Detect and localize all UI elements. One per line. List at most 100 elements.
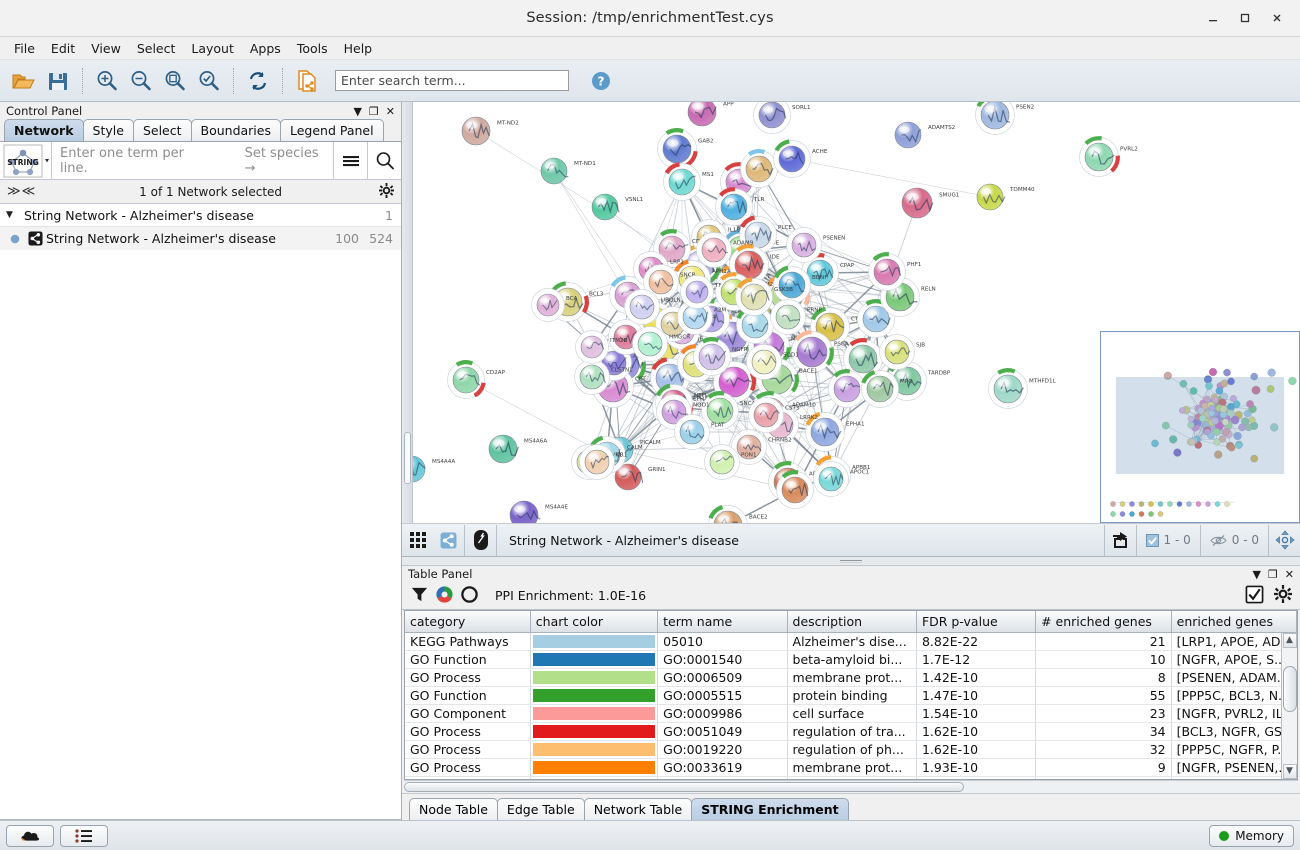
zoom-selected-icon[interactable] — [193, 65, 225, 97]
tab-select[interactable]: Select — [132, 119, 192, 141]
scrollbar-thumb[interactable] — [1282, 665, 1297, 712]
graph-node[interactable]: APP — [687, 102, 734, 127]
overview-viewport-rect[interactable] — [1116, 377, 1284, 474]
graph-node[interactable]: PSCA — [791, 330, 849, 373]
graph-nodes[interactable]: MT-ND2 MT-ND1 VSNL1 CD2AP MS4A4A MS4A6A MS4A4E… — [402, 102, 1138, 524]
node-selection-count[interactable]: 1 - 0 — [1137, 533, 1200, 547]
graph-node[interactable]: CD2AP — [447, 360, 506, 399]
table-row[interactable]: KEGG Pathways 05010 Alzheimer's dise... 8.8… — [405, 632, 1297, 651]
search-input[interactable]: Enter search term... — [335, 70, 569, 91]
graph-node[interactable]: NOS3 — [776, 470, 832, 509]
col-enriched-genes[interactable]: enriched genes — [1171, 610, 1297, 633]
network-tree-item[interactable]: String Network - Alzheimer's disease 100… — [0, 227, 401, 250]
menu-view[interactable]: View — [91, 40, 121, 56]
graph-node[interactable]: CDK5 — [843, 338, 900, 379]
graph-node[interactable]: BDNF — [773, 265, 828, 304]
graph-node[interactable]: BACE2 — [708, 505, 768, 525]
memory-status[interactable]: Memory — [1209, 824, 1294, 847]
graph-node[interactable]: ITM2B — [575, 330, 628, 364]
tab-node-table[interactable]: Node Table — [409, 797, 498, 820]
minimize-button[interactable] — [1198, 5, 1228, 31]
string-term-input[interactable]: Enter one term per line. Set species → — [52, 142, 333, 179]
task-list-icon[interactable] — [60, 824, 108, 847]
tab-style[interactable]: Style — [82, 119, 134, 141]
scrollbar-thumb[interactable] — [404, 781, 964, 792]
graph-node[interactable]: TF — [680, 275, 722, 309]
table-row[interactable]: GO Component GO:0009986 cell surface 1.54E-… — [405, 704, 1297, 723]
string-logo-icon[interactable]: STRING — [0, 142, 52, 179]
graph-node[interactable]: EPHA1 — [805, 411, 865, 452]
control-panel-menu-icon[interactable]: ▼ — [353, 104, 362, 118]
tab-network[interactable]: Network — [4, 119, 84, 141]
share-network-icon[interactable] — [433, 525, 464, 556]
control-panel-close-icon[interactable]: ✕ — [385, 104, 395, 118]
graph-node[interactable]: SNCA — [701, 391, 756, 430]
donut-chart-icon[interactable] — [460, 585, 479, 607]
tab-network-table[interactable]: Network Table — [583, 797, 693, 820]
table-row[interactable]: GO Process GO:0019220 regulation of ph... 1… — [405, 740, 1297, 759]
table-vertical-scrollbar[interactable]: ▲ ▼ — [1281, 632, 1297, 779]
graph-node[interactable]: TLR — [715, 187, 765, 226]
graph-node[interactable]: GAB2 — [657, 128, 714, 169]
zoom-fit-icon[interactable] — [159, 65, 191, 97]
graph-node[interactable]: PSENEN — [786, 227, 846, 263]
graph-node[interactable]: CPAP — [801, 253, 855, 292]
graph-node[interactable]: CR1 — [579, 444, 628, 480]
color-wheel-icon[interactable] — [435, 585, 454, 607]
graph-node[interactable]: PON1 — [704, 444, 757, 480]
enrichment-table-wrapper[interactable]: category chart color term name descripti… — [404, 609, 1298, 780]
open-folder-icon[interactable] — [8, 65, 40, 97]
graph-node[interactable]: PSEN2 — [975, 102, 1035, 135]
col-enriched-count[interactable]: # enriched genes — [1035, 610, 1172, 633]
menu-help[interactable]: Help — [343, 40, 373, 56]
maximize-button[interactable] — [1230, 5, 1260, 31]
table-row[interactable]: GO Function GO:0005515 protein binding 1.47… — [405, 686, 1297, 705]
filter-funnel-icon[interactable] — [410, 585, 429, 607]
graph-node[interactable]: HMGCR — [632, 326, 691, 362]
menu-select[interactable]: Select — [136, 40, 176, 56]
canvas-vertical-scrollbar[interactable] — [402, 102, 413, 523]
chevron-down-icon[interactable]: ▼ — [6, 210, 13, 220]
table-horizontal-scrollbar[interactable] — [404, 779, 1298, 793]
menu-layout[interactable]: Layout — [191, 40, 234, 56]
save-icon[interactable] — [42, 65, 74, 97]
edge-selection-count[interactable]: 0 - 0 — [1201, 533, 1268, 547]
help-icon[interactable]: ? — [585, 65, 617, 97]
table-panel-menu-icon[interactable]: ▼ — [1252, 567, 1261, 581]
graph-node[interactable]: BCA — [531, 288, 578, 322]
graph-node[interactable]: CST3 — [748, 397, 800, 433]
network-canvas[interactable]: MT-ND2 MT-ND1 VSNL1 CD2AP MS4A4A MS4A6A MS4A4E… — [402, 102, 1300, 524]
gear-icon[interactable] — [1274, 585, 1292, 606]
graph-node[interactable]: SMUG1 — [901, 187, 960, 219]
graph-node[interactable]: UBQLN1 — [624, 289, 685, 325]
graph-node[interactable]: SOD1 — [746, 344, 800, 380]
annotation-icon[interactable] — [465, 525, 496, 556]
tab-legend-panel[interactable]: Legend Panel — [279, 119, 384, 141]
graph-node[interactable]: MTHFD1L — [988, 368, 1057, 409]
table-row[interactable]: GO Function GO:0001540 beta-amyloid bi... 1… — [405, 650, 1297, 669]
panel-splitter[interactable] — [402, 557, 1300, 566]
graph-node[interactable]: MS4A4E — [509, 500, 568, 524]
expand-all-icon[interactable]: ≪ — [21, 184, 36, 199]
col-category[interactable]: category — [405, 610, 531, 633]
graph-node[interactable]: ADAMTS2 — [894, 121, 955, 149]
graph-node[interactable]: CLSTN1 — [574, 359, 634, 395]
export-image-icon[interactable] — [1105, 525, 1136, 556]
refresh-icon[interactable] — [242, 65, 274, 97]
menu-apps[interactable]: Apps — [249, 40, 281, 56]
graph-node[interactable]: SJB — [879, 334, 926, 370]
table-panel-float-icon[interactable]: ❐ — [1267, 567, 1278, 581]
cloud-icon[interactable] — [6, 824, 54, 847]
search-icon[interactable] — [367, 142, 401, 179]
graph-node[interactable]: PHF1 — [868, 252, 922, 291]
network-graph-svg[interactable]: MT-ND2 MT-ND1 VSNL1 CD2AP MS4A4A MS4A6A MS4A4E… — [402, 102, 1292, 524]
graph-node[interactable]: MS1 — [663, 162, 715, 201]
graph-node[interactable]: SNCB — [643, 264, 696, 300]
checkbox-checked-icon[interactable] — [1245, 585, 1264, 607]
graph-node[interactable]: NQO1 — [656, 394, 710, 430]
control-panel-float-icon[interactable]: ❐ — [368, 104, 379, 118]
graph-node[interactable]: NGFR — [693, 337, 748, 376]
zoom-out-icon[interactable] — [125, 65, 157, 97]
gear-icon[interactable] — [379, 182, 394, 201]
graph-node[interactable]: PLAT — [674, 414, 726, 450]
